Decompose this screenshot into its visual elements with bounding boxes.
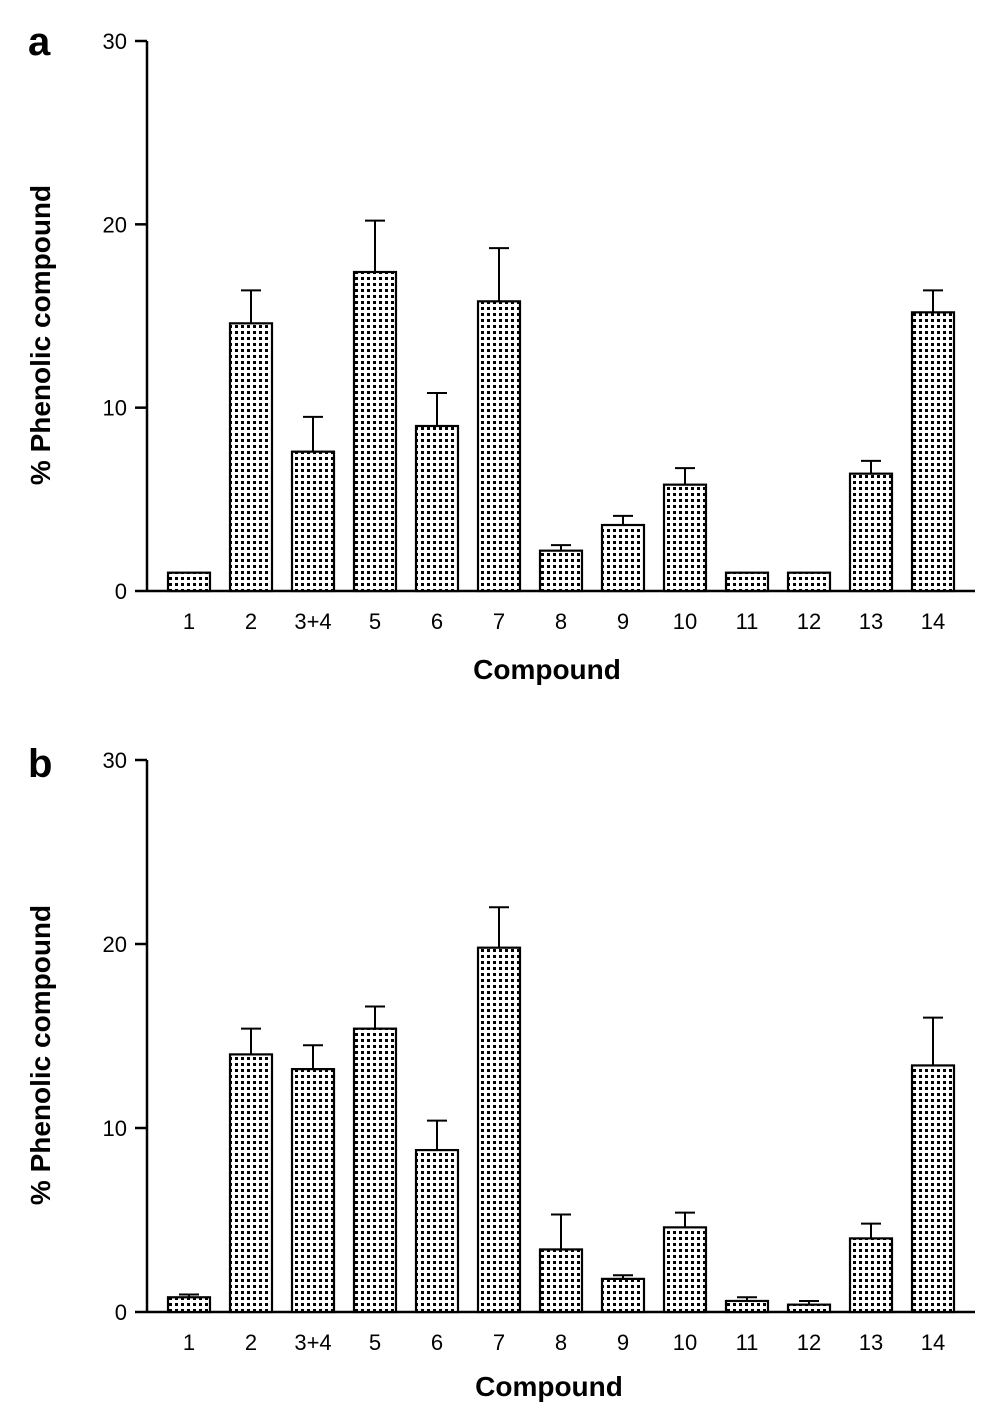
x-tick-label: 12 bbox=[797, 609, 821, 634]
y-tick-label: 0 bbox=[115, 1300, 127, 1325]
x-tick-label: 9 bbox=[617, 609, 629, 634]
x-tick-label: 10 bbox=[673, 1330, 697, 1355]
bar-3+4 bbox=[290, 450, 336, 593]
bar-9 bbox=[600, 523, 646, 593]
y-axis-title-b: % Phenolic compound bbox=[25, 905, 56, 1205]
y-tick-label: 20 bbox=[103, 932, 127, 957]
bar-13 bbox=[848, 1237, 894, 1314]
bar-8 bbox=[538, 1248, 584, 1314]
x-tick-label: 10 bbox=[673, 609, 697, 634]
bar-14 bbox=[910, 311, 956, 593]
x-tick-label: 14 bbox=[921, 609, 945, 634]
x-tick-label: 13 bbox=[859, 609, 883, 634]
x-tick-label: 11 bbox=[736, 609, 759, 634]
bar-12 bbox=[786, 571, 832, 593]
bar-2 bbox=[228, 1053, 274, 1314]
panel-label-a: a bbox=[28, 20, 51, 64]
bar-8 bbox=[538, 549, 584, 593]
x-tick-label: 6 bbox=[431, 1330, 443, 1355]
y-tick-label: 10 bbox=[103, 396, 127, 421]
bar-11 bbox=[724, 1299, 770, 1314]
x-tick-label: 3+4 bbox=[294, 609, 331, 634]
x-tick-label: 8 bbox=[555, 1330, 567, 1355]
bar-2 bbox=[228, 322, 274, 593]
x-tick-label: 5 bbox=[369, 1330, 381, 1355]
bar-9 bbox=[600, 1277, 646, 1314]
x-axis-title-b: Compound bbox=[475, 1371, 623, 1402]
x-tick-label: 7 bbox=[493, 609, 505, 634]
y-tick-label: 30 bbox=[103, 29, 127, 54]
y-tick-label: 0 bbox=[115, 579, 127, 604]
y-tick-label: 20 bbox=[103, 212, 127, 237]
y-axis-title-a: % Phenolic compound bbox=[25, 185, 56, 485]
bar-12 bbox=[786, 1303, 832, 1314]
bar-13 bbox=[848, 472, 894, 593]
x-tick-label: 3+4 bbox=[294, 1330, 331, 1355]
bar-7 bbox=[476, 300, 522, 593]
bar-1 bbox=[166, 1296, 212, 1314]
bar-5 bbox=[352, 270, 398, 593]
bar-5 bbox=[352, 1027, 398, 1314]
bar-10 bbox=[662, 1226, 708, 1314]
bar-6 bbox=[414, 424, 460, 593]
y-tick-label: 30 bbox=[103, 748, 127, 773]
x-tick-label: 9 bbox=[617, 1330, 629, 1355]
x-tick-label: 2 bbox=[245, 1330, 257, 1355]
bar-14 bbox=[910, 1064, 956, 1314]
bar-1 bbox=[166, 571, 212, 593]
bar-3+4 bbox=[290, 1068, 336, 1314]
x-tick-label: 1 bbox=[183, 1330, 195, 1355]
x-tick-label: 2 bbox=[245, 609, 257, 634]
panel-label-b: b bbox=[28, 742, 52, 786]
x-tick-label: 11 bbox=[736, 1330, 759, 1355]
x-tick-label: 5 bbox=[369, 609, 381, 634]
bar-6 bbox=[414, 1148, 460, 1314]
x-tick-label: 8 bbox=[555, 609, 567, 634]
x-tick-label: 13 bbox=[859, 1330, 883, 1355]
x-tick-label: 7 bbox=[493, 1330, 505, 1355]
y-tick-label: 10 bbox=[103, 1116, 127, 1141]
bar-10 bbox=[662, 483, 708, 593]
bar-7 bbox=[476, 946, 522, 1314]
bar-11 bbox=[724, 571, 770, 593]
x-tick-label: 6 bbox=[431, 609, 443, 634]
x-tick-label: 14 bbox=[921, 1330, 945, 1355]
x-axis-title-a: Compound bbox=[473, 654, 621, 685]
x-tick-label: 12 bbox=[797, 1330, 821, 1355]
x-tick-label: 1 bbox=[183, 609, 195, 634]
